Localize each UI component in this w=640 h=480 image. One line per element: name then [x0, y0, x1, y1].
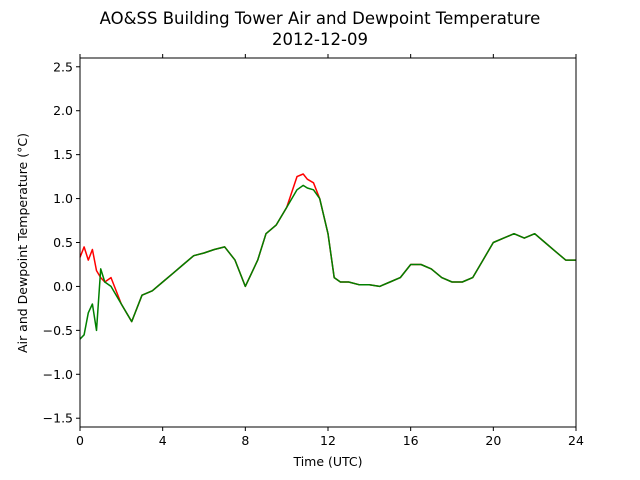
y-tick-label: 1.5 — [53, 147, 73, 162]
x-tick-label: 16 — [403, 433, 419, 448]
chart-title: AO&SS Building Tower Air and Dewpoint Te… — [100, 9, 541, 28]
x-tick-label: 24 — [568, 433, 584, 448]
x-axis-label: Time (UTC) — [292, 454, 362, 469]
x-tick-label: 4 — [159, 433, 167, 448]
y-tick-label: −1.0 — [43, 367, 73, 382]
x-tick-label: 8 — [241, 433, 249, 448]
series-layer — [79, 173, 576, 340]
x-tick-label: 12 — [320, 433, 336, 448]
x-tick-label: 0 — [76, 433, 84, 448]
plot-frame — [79, 57, 577, 428]
chart-subtitle: 2012-12-09 — [272, 30, 368, 49]
y-tick-label: 2.5 — [53, 59, 73, 74]
y-tick-label: 2.0 — [53, 103, 73, 118]
y-tick-label: 1.0 — [53, 191, 73, 206]
y-tick-label: −0.5 — [43, 323, 73, 338]
ticks-layer: 0 4 8 12 16 20 24 −1.5 −1.0 −0.5 0.0 0.5 1.0 1.5 2.0 2.… — [43, 54, 584, 448]
y-tick-label: −1.5 — [43, 411, 73, 426]
y-axis-label: Air and Dewpoint Temperature (°C) — [15, 133, 30, 353]
y-tick-label: 0.5 — [53, 235, 73, 250]
x-tick-label: 20 — [485, 433, 501, 448]
series-line-1 — [79, 173, 576, 323]
series-line-2 — [79, 184, 576, 340]
y-tick-label: 0.0 — [53, 279, 73, 294]
